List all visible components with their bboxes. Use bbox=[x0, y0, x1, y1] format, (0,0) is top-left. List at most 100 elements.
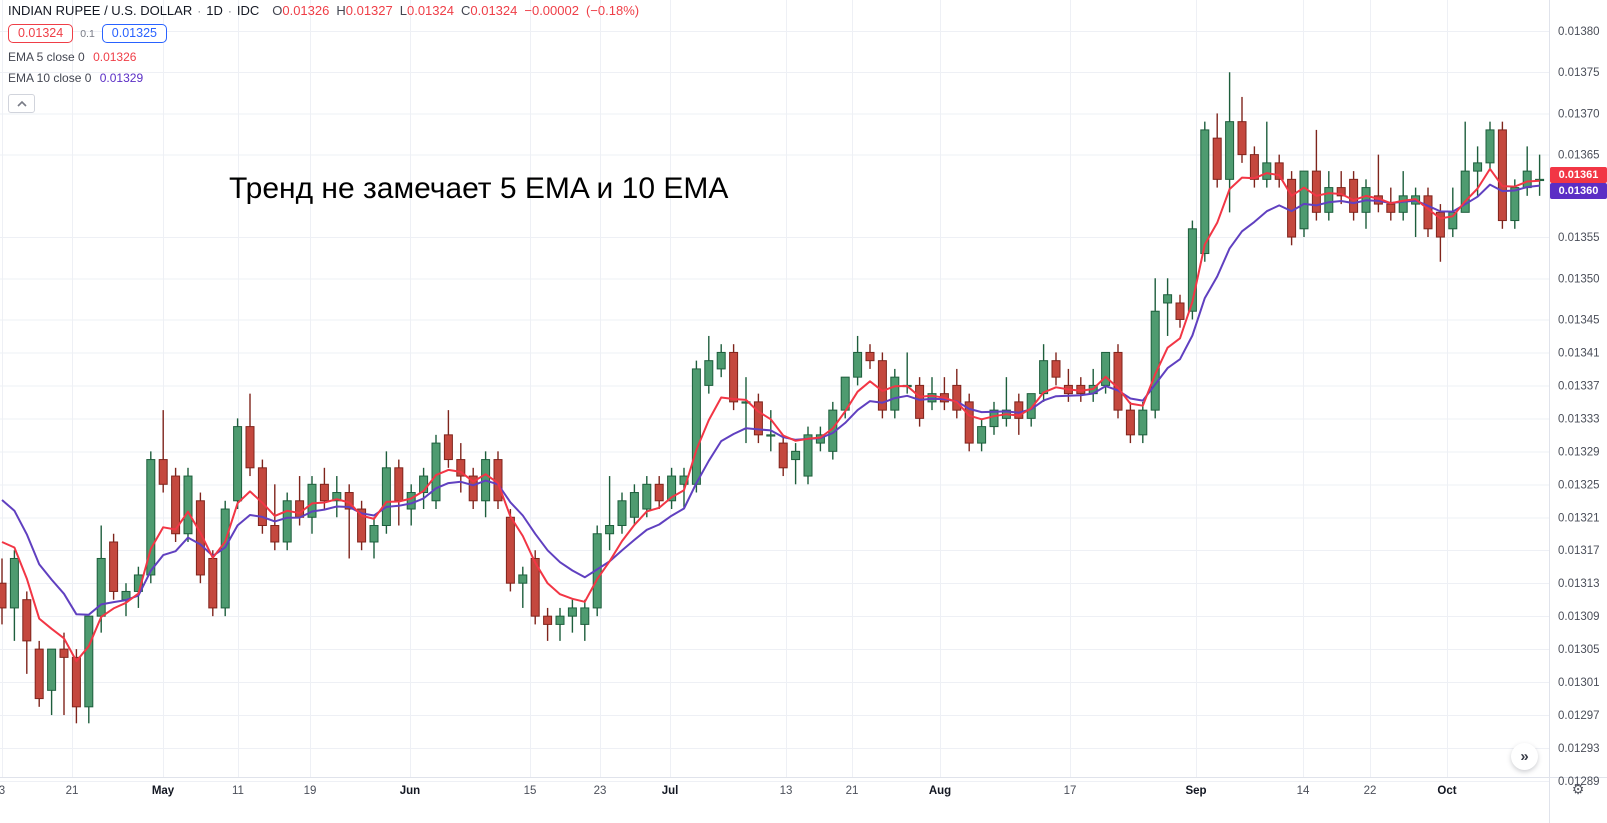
price-axis-label: 0.01297 bbox=[1558, 710, 1600, 722]
chart-text-annotation[interactable]: Тренд не замечает 5 EMA и 10 EMA bbox=[229, 172, 729, 205]
price-axis-label: 0.01317 bbox=[1558, 545, 1600, 557]
time-axis-label: 11 bbox=[232, 785, 244, 797]
title-separator: · bbox=[227, 4, 232, 18]
candlestick bbox=[1249, 154, 1259, 180]
time-axis-label: 23 bbox=[594, 785, 607, 797]
price-axis-label: 0.01329 bbox=[1558, 446, 1600, 458]
candlestick bbox=[233, 426, 243, 502]
price-axis-label: 0.01355 bbox=[1558, 232, 1600, 244]
candlestick bbox=[1187, 228, 1197, 312]
collapse-legend-button[interactable] bbox=[8, 94, 35, 113]
candlestick bbox=[1200, 129, 1210, 255]
price-scale-settings-button[interactable]: ⚙ bbox=[1553, 781, 1603, 801]
candlestick bbox=[0, 582, 7, 609]
ohlc-values: O0.01326 H0.01327 L0.01324 C0.01324 −0.0… bbox=[272, 3, 639, 18]
candlestick bbox=[915, 384, 925, 419]
candlestick bbox=[667, 475, 677, 502]
candlestick bbox=[617, 500, 627, 527]
time-axis-label: 19 bbox=[304, 785, 317, 797]
chevron-right-double-icon: » bbox=[1520, 748, 1529, 765]
candlestick bbox=[977, 426, 987, 444]
candlestick bbox=[716, 351, 726, 370]
candlestick bbox=[282, 500, 292, 543]
candlestick bbox=[766, 434, 776, 437]
interval-label[interactable]: 1D bbox=[206, 3, 223, 18]
candlestick bbox=[1113, 351, 1123, 411]
candlestick bbox=[183, 475, 193, 535]
indicator-row-ema5[interactable]: EMA 5 close 0 0.01326 bbox=[8, 50, 639, 64]
candlestick bbox=[245, 426, 255, 469]
candlestick bbox=[555, 615, 565, 625]
candlestick bbox=[1299, 170, 1309, 230]
candlestick bbox=[543, 615, 553, 625]
price-axis-label: 0.01313 bbox=[1558, 578, 1600, 590]
candlestick bbox=[1262, 162, 1272, 180]
sell-button[interactable]: 0.01324 bbox=[8, 24, 74, 43]
symbol-title-row[interactable]: INDIAN RUPEE / U.S. DOLLAR · 1D · IDC O0… bbox=[8, 3, 639, 18]
candlestick bbox=[654, 483, 664, 502]
low-value: 0.01324 bbox=[406, 3, 454, 18]
price-axis-label: 0.01341 bbox=[1558, 347, 1600, 359]
candlestick bbox=[59, 648, 69, 658]
candlestick bbox=[729, 351, 739, 403]
time-axis-label: 14 bbox=[1297, 785, 1310, 797]
time-axis-label: 13 bbox=[780, 785, 793, 797]
price-axis-label: 0.01345 bbox=[1558, 314, 1600, 326]
candlestick bbox=[456, 459, 466, 477]
chevron-up-icon bbox=[16, 95, 28, 113]
candlestick bbox=[443, 434, 453, 461]
candlestick bbox=[158, 459, 168, 485]
candlestick bbox=[642, 483, 652, 510]
candlestick bbox=[1535, 178, 1545, 182]
candlestick bbox=[1163, 294, 1173, 304]
time-axis-label: Aug bbox=[929, 785, 951, 797]
time-axis-label: 21 bbox=[846, 785, 859, 797]
candlestick bbox=[1138, 409, 1148, 436]
candlestick bbox=[332, 492, 342, 502]
candlestick bbox=[753, 401, 763, 436]
ema10-line bbox=[1, 183, 1540, 616]
candlestick bbox=[47, 648, 57, 691]
time-axis-label: 21 bbox=[66, 785, 79, 797]
price-axis-label: 0.01289 bbox=[1558, 776, 1600, 788]
buy-button[interactable]: 0.01325 bbox=[101, 24, 167, 43]
close-label: C bbox=[460, 3, 471, 18]
candlestick bbox=[22, 599, 32, 642]
candlestick bbox=[1274, 162, 1284, 180]
high-label: H bbox=[336, 3, 346, 18]
time-axis-label: 3 bbox=[0, 785, 5, 797]
price-axis-label: 0.01370 bbox=[1558, 108, 1600, 120]
candlestick bbox=[1212, 137, 1222, 180]
candlestick bbox=[109, 541, 119, 592]
price-axis[interactable] bbox=[1549, 0, 1607, 777]
high-value: 0.01327 bbox=[345, 3, 393, 18]
time-axis[interactable] bbox=[0, 777, 1549, 823]
candlestick bbox=[171, 475, 181, 535]
price-axis-label: 0.01293 bbox=[1558, 743, 1600, 755]
candlestick bbox=[257, 467, 267, 527]
close-value: 0.01324 bbox=[470, 3, 518, 18]
candlestick bbox=[530, 557, 540, 617]
symbol-name[interactable]: INDIAN RUPEE / U.S. DOLLAR bbox=[8, 3, 193, 18]
indicator-row-ema10[interactable]: EMA 10 close 0 0.01329 bbox=[8, 71, 639, 85]
candlestick bbox=[468, 475, 478, 502]
chart-pane[interactable] bbox=[0, 0, 1549, 777]
candlestick bbox=[146, 459, 156, 576]
scroll-to-recent-button[interactable]: » bbox=[1511, 743, 1538, 770]
candlestick bbox=[778, 442, 788, 469]
exchange-label: IDC bbox=[236, 3, 260, 18]
candlestick bbox=[877, 360, 887, 411]
candlestick bbox=[518, 574, 528, 584]
time-axis-label: Jun bbox=[400, 785, 420, 797]
candlestick bbox=[1125, 409, 1135, 436]
price-axis-label: 0.01325 bbox=[1558, 479, 1600, 491]
price-axis-label: 0.01380 bbox=[1558, 26, 1600, 38]
candlestick bbox=[270, 525, 280, 543]
open-value: 0.01326 bbox=[282, 3, 330, 18]
candlestick bbox=[1398, 195, 1408, 213]
candlestick bbox=[964, 401, 974, 444]
candlestick bbox=[195, 500, 205, 576]
candlestick bbox=[1349, 178, 1359, 213]
